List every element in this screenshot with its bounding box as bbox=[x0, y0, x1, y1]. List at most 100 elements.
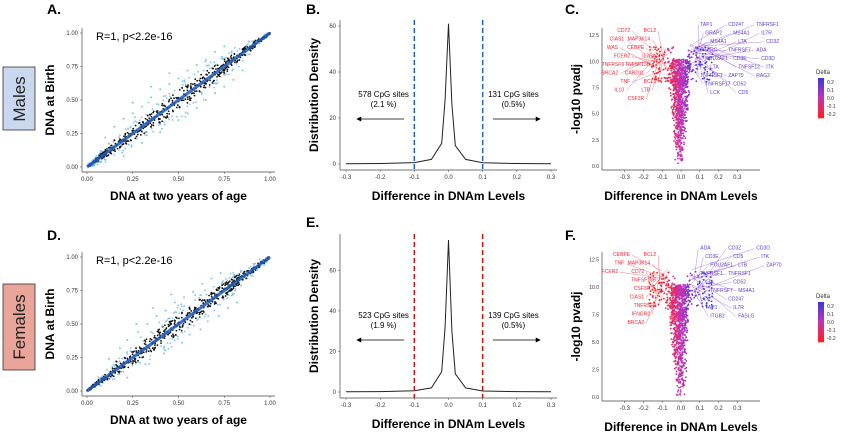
scatter-point bbox=[214, 50, 217, 53]
volcano-point bbox=[685, 119, 688, 122]
scatter-point-outlier bbox=[167, 117, 170, 119]
volcano-point bbox=[680, 366, 683, 369]
volcano-point bbox=[680, 292, 683, 295]
scatter-point bbox=[146, 323, 149, 325]
scatter-point bbox=[124, 357, 127, 360]
scatter-point bbox=[229, 56, 232, 58]
volcano-point bbox=[682, 315, 685, 318]
scatter-point bbox=[134, 124, 137, 127]
volcano-point bbox=[678, 96, 681, 99]
scatter-point bbox=[176, 317, 178, 319]
scatter-point bbox=[167, 323, 170, 326]
scatter-point-outlier bbox=[121, 357, 123, 360]
gene-label-leader bbox=[651, 48, 666, 91]
volcano-point bbox=[682, 58, 685, 61]
legend-color-step bbox=[818, 330, 824, 333]
scatter-point bbox=[192, 290, 195, 293]
scatter-point-outlier bbox=[223, 57, 226, 60]
panel-letter: B. bbox=[306, 1, 320, 17]
volcano-point bbox=[658, 61, 660, 64]
gene-label: TNFRSF9 bbox=[602, 62, 625, 68]
volcano-point bbox=[679, 72, 681, 75]
scatter-point-outlier bbox=[163, 123, 166, 126]
volcano-point bbox=[665, 283, 668, 285]
volcano-point bbox=[669, 327, 672, 330]
gene-label-leader bbox=[694, 33, 704, 63]
scatter-point bbox=[150, 123, 153, 126]
left-percent-annotation: (2.1 %) bbox=[371, 100, 397, 109]
volcano-point bbox=[675, 105, 678, 108]
scatter-point bbox=[168, 112, 171, 115]
scatter-point bbox=[167, 325, 170, 328]
scatter-point-outlier bbox=[140, 336, 142, 339]
volcano-point bbox=[684, 316, 686, 319]
volcano-point bbox=[679, 157, 681, 160]
legend-tick-label: 0.0 bbox=[827, 320, 834, 326]
legend-color-step bbox=[818, 304, 824, 307]
scatter-point bbox=[226, 293, 229, 296]
legend-tick-label: 0.1 bbox=[827, 88, 834, 94]
scatter-point bbox=[155, 314, 158, 317]
volcano-point bbox=[672, 337, 675, 340]
scatter-point-outlier bbox=[202, 69, 205, 72]
legend-tick-label: -0.1 bbox=[827, 104, 836, 110]
volcano-point bbox=[683, 344, 686, 347]
volcano-point bbox=[675, 287, 678, 290]
volcano-point bbox=[677, 61, 680, 64]
x-tick-label: 0.00 bbox=[81, 177, 93, 183]
volcano-point bbox=[675, 115, 678, 117]
scatter-point-outlier bbox=[258, 42, 261, 45]
volcano-point bbox=[656, 288, 659, 291]
volcano-point bbox=[672, 275, 675, 278]
x-axis-title: Difference in DNAm Levels bbox=[372, 417, 526, 431]
gene-label: CSF3R bbox=[628, 96, 645, 102]
y-tick-label: 0.00 bbox=[66, 165, 78, 171]
scatter-point bbox=[188, 97, 191, 100]
gene-label-leader bbox=[698, 24, 700, 67]
volcano-point bbox=[678, 345, 681, 347]
scatter-point-outlier bbox=[232, 68, 235, 71]
volcano-point bbox=[655, 59, 658, 61]
volcano-point bbox=[668, 279, 671, 282]
volcano-point bbox=[676, 117, 678, 120]
volcano-point bbox=[691, 289, 693, 292]
scatter-point bbox=[156, 330, 159, 333]
x-tick-label: 0.3 bbox=[547, 403, 556, 409]
legend-color-step bbox=[818, 302, 824, 305]
volcano-point bbox=[701, 77, 704, 80]
volcano-point bbox=[665, 300, 668, 302]
scatter-point bbox=[146, 114, 149, 117]
scatter-point bbox=[182, 99, 185, 102]
gene-label-leader bbox=[694, 256, 732, 292]
volcano-point bbox=[682, 292, 685, 295]
volcano-point bbox=[675, 73, 678, 76]
scatter-point bbox=[111, 374, 114, 377]
left-arrow-head bbox=[356, 337, 362, 343]
scatter-point bbox=[223, 85, 226, 88]
scatter-point bbox=[188, 95, 191, 98]
x-tick-label: 0.0 bbox=[677, 175, 686, 181]
volcano-point bbox=[674, 88, 677, 91]
volcano-point bbox=[688, 57, 691, 59]
volcano-point bbox=[678, 115, 681, 117]
scatter-point bbox=[163, 337, 166, 340]
legend-color-step bbox=[818, 80, 824, 83]
scatter-point-outlier bbox=[168, 92, 171, 95]
volcano-point bbox=[673, 96, 676, 99]
gene-label-leader bbox=[689, 284, 709, 292]
volcano-point bbox=[672, 302, 675, 305]
volcano-point bbox=[661, 278, 663, 281]
scatter-point bbox=[193, 82, 196, 85]
scatter-point bbox=[201, 282, 204, 285]
scatter-point-outlier bbox=[250, 274, 252, 277]
gene-label: CD3E bbox=[733, 56, 747, 62]
gene-label: FASLG bbox=[738, 314, 754, 320]
gene-label: TNFRSF1 bbox=[728, 271, 751, 277]
volcano-point bbox=[678, 61, 681, 64]
volcano-point bbox=[685, 75, 688, 78]
legend-color-step bbox=[818, 84, 824, 87]
volcano-point bbox=[684, 298, 686, 300]
volcano-point bbox=[675, 373, 678, 376]
volcano-point bbox=[705, 302, 708, 305]
scatter-point-outlier bbox=[129, 350, 132, 352]
